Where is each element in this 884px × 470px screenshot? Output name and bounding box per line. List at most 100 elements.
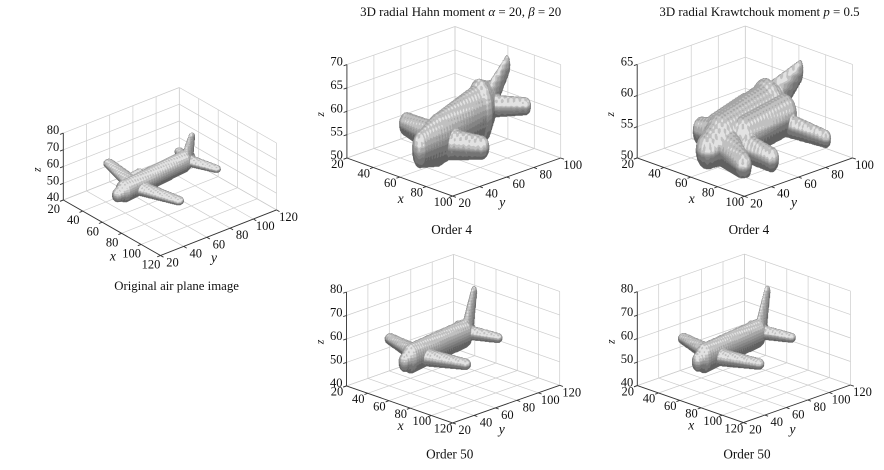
svg-text:80: 80 bbox=[523, 400, 536, 414]
svg-text:50: 50 bbox=[621, 352, 634, 366]
svg-text:40: 40 bbox=[47, 190, 60, 204]
svg-text:70: 70 bbox=[330, 306, 343, 320]
svg-text:y: y bbox=[497, 422, 505, 437]
svg-text:120: 120 bbox=[562, 385, 581, 399]
svg-text:70: 70 bbox=[47, 140, 60, 154]
svg-text:Order 4: Order 4 bbox=[729, 222, 770, 237]
svg-text:3D radial Hahn moment α = 20,: 3D radial Hahn moment α = 20, β = 20 bbox=[360, 5, 561, 19]
svg-text:x: x bbox=[397, 418, 404, 433]
svg-text:60: 60 bbox=[86, 224, 99, 238]
svg-text:80: 80 bbox=[394, 407, 407, 421]
svg-text:100: 100 bbox=[832, 393, 851, 407]
svg-text:60: 60 bbox=[330, 329, 343, 343]
svg-text:20: 20 bbox=[48, 202, 61, 216]
svg-text:70: 70 bbox=[621, 305, 634, 319]
svg-text:100: 100 bbox=[855, 158, 874, 172]
svg-text:80: 80 bbox=[410, 186, 423, 200]
svg-text:60: 60 bbox=[664, 399, 677, 413]
svg-text:20: 20 bbox=[331, 385, 344, 399]
svg-text:60: 60 bbox=[804, 177, 817, 191]
svg-text:50: 50 bbox=[47, 173, 60, 187]
svg-text:40: 40 bbox=[352, 392, 365, 406]
svg-text:120: 120 bbox=[142, 258, 161, 272]
svg-text:120: 120 bbox=[725, 421, 744, 435]
svg-text:80: 80 bbox=[813, 400, 826, 414]
svg-text:20: 20 bbox=[750, 196, 763, 210]
svg-text:x: x bbox=[397, 191, 404, 206]
svg-text:100: 100 bbox=[413, 414, 432, 428]
svg-text:60: 60 bbox=[675, 176, 688, 190]
svg-text:40: 40 bbox=[189, 246, 202, 260]
svg-text:40: 40 bbox=[771, 415, 784, 429]
svg-text:65: 65 bbox=[330, 78, 343, 92]
svg-text:20: 20 bbox=[458, 423, 471, 437]
svg-text:70: 70 bbox=[330, 55, 343, 69]
svg-text:100: 100 bbox=[434, 195, 453, 209]
svg-text:80: 80 bbox=[330, 282, 343, 296]
svg-text:80: 80 bbox=[47, 123, 60, 137]
svg-text:50: 50 bbox=[621, 148, 634, 162]
svg-text:60: 60 bbox=[792, 408, 805, 422]
svg-text:x: x bbox=[109, 249, 116, 264]
svg-text:20: 20 bbox=[749, 423, 762, 437]
svg-text:100: 100 bbox=[703, 414, 722, 428]
svg-text:60: 60 bbox=[47, 157, 60, 171]
svg-text:y: y bbox=[209, 250, 217, 265]
svg-text:y: y bbox=[497, 195, 505, 210]
svg-text:65: 65 bbox=[621, 54, 634, 68]
svg-text:100: 100 bbox=[563, 158, 582, 172]
svg-text:80: 80 bbox=[539, 168, 552, 182]
svg-text:80: 80 bbox=[702, 186, 715, 200]
svg-text:80: 80 bbox=[685, 407, 698, 421]
svg-text:60: 60 bbox=[373, 399, 386, 413]
svg-text:50: 50 bbox=[330, 352, 343, 366]
svg-text:80: 80 bbox=[106, 235, 119, 249]
svg-text:120: 120 bbox=[279, 210, 298, 224]
svg-text:40: 40 bbox=[777, 187, 790, 201]
svg-text:Order 4: Order 4 bbox=[431, 222, 472, 237]
svg-text:55: 55 bbox=[330, 125, 343, 139]
svg-text:x: x bbox=[688, 191, 695, 206]
svg-text:60: 60 bbox=[213, 237, 226, 251]
svg-text:20: 20 bbox=[621, 157, 634, 171]
svg-text:80: 80 bbox=[236, 228, 249, 242]
svg-text:40: 40 bbox=[621, 376, 634, 390]
svg-text:50: 50 bbox=[330, 148, 343, 162]
svg-text:z: z bbox=[605, 339, 617, 345]
svg-text:55: 55 bbox=[621, 117, 634, 131]
svg-text:80: 80 bbox=[621, 282, 634, 296]
svg-text:120: 120 bbox=[434, 422, 453, 436]
svg-text:40: 40 bbox=[648, 166, 661, 180]
svg-text:40: 40 bbox=[480, 415, 493, 429]
svg-text:20: 20 bbox=[458, 196, 471, 210]
svg-text:y: y bbox=[788, 421, 796, 436]
svg-text:100: 100 bbox=[122, 247, 141, 261]
svg-text:20: 20 bbox=[622, 384, 635, 398]
svg-text:20: 20 bbox=[331, 157, 344, 171]
svg-text:40: 40 bbox=[67, 213, 80, 227]
svg-text:120: 120 bbox=[853, 385, 872, 399]
svg-text:z: z bbox=[605, 111, 617, 117]
svg-text:100: 100 bbox=[726, 195, 745, 209]
svg-text:z: z bbox=[31, 167, 43, 173]
svg-text:40: 40 bbox=[330, 376, 343, 390]
svg-text:60: 60 bbox=[512, 177, 525, 191]
svg-text:40: 40 bbox=[358, 166, 371, 180]
svg-text:60: 60 bbox=[501, 408, 514, 422]
svg-text:Order 50: Order 50 bbox=[426, 447, 474, 462]
svg-text:60: 60 bbox=[330, 101, 343, 115]
svg-text:40: 40 bbox=[485, 187, 498, 201]
svg-text:60: 60 bbox=[621, 329, 634, 343]
svg-text:100: 100 bbox=[541, 393, 560, 407]
svg-text:20: 20 bbox=[166, 256, 179, 270]
svg-text:x: x bbox=[687, 418, 694, 433]
svg-text:60: 60 bbox=[384, 176, 397, 190]
svg-text:Original air plane image: Original air plane image bbox=[114, 279, 239, 293]
svg-text:40: 40 bbox=[643, 392, 656, 406]
svg-text:z: z bbox=[315, 112, 327, 118]
svg-text:60: 60 bbox=[621, 86, 634, 100]
svg-text:80: 80 bbox=[831, 168, 844, 182]
svg-text:z: z bbox=[315, 339, 327, 345]
svg-text:3D radial Krawtchouk moment p: 3D radial Krawtchouk moment p = 0.5 bbox=[659, 5, 859, 19]
svg-text:Order 50: Order 50 bbox=[723, 447, 771, 462]
